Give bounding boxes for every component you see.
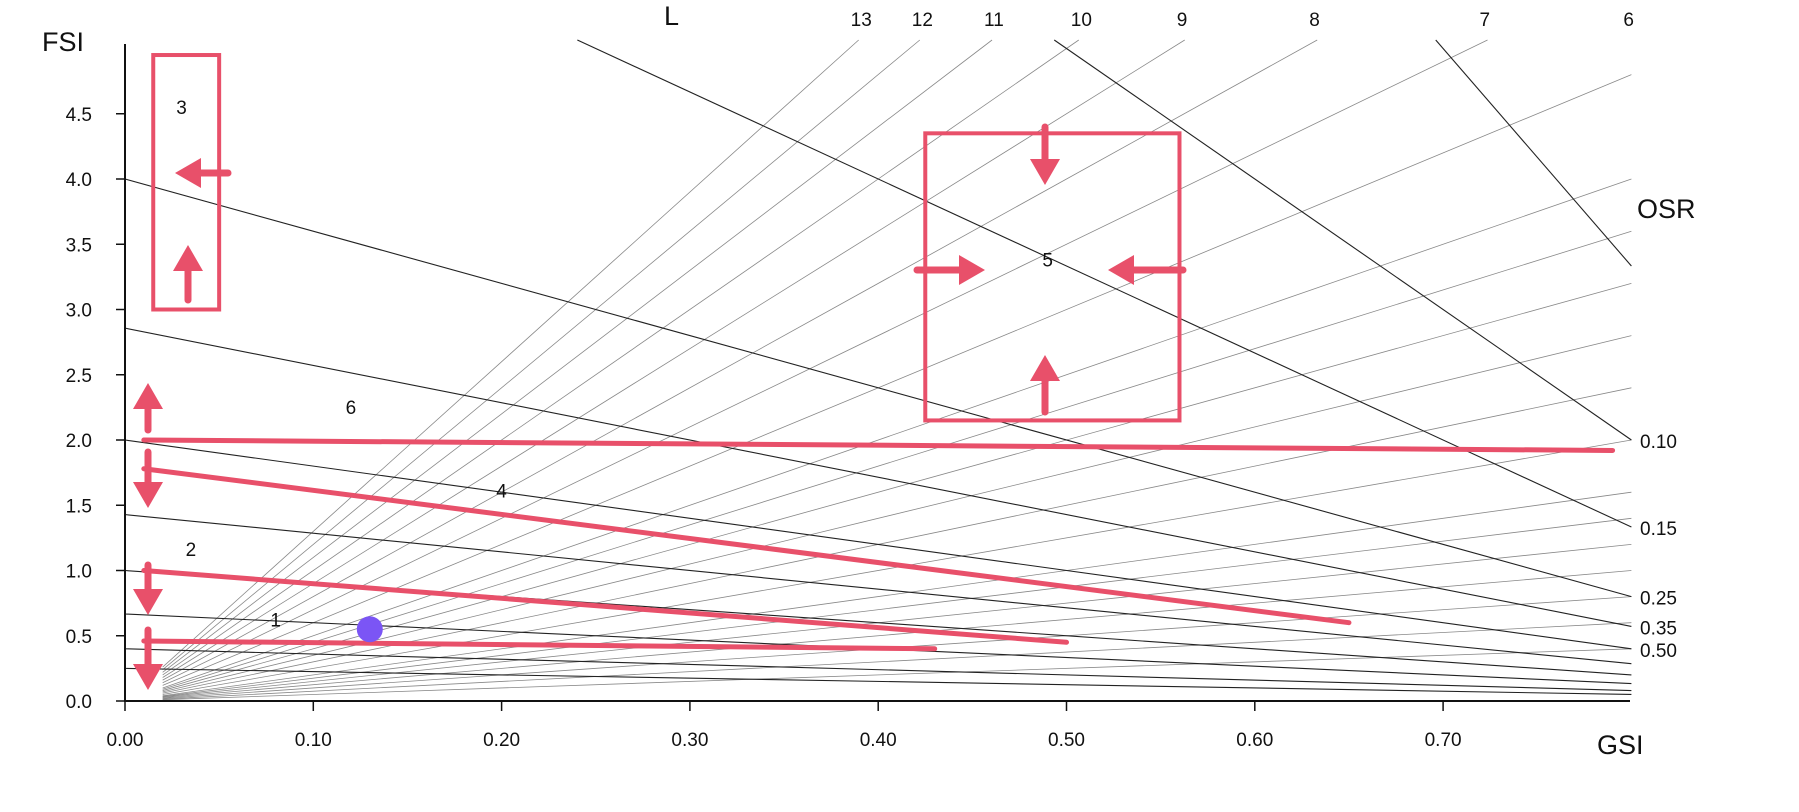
x-tick-label: 0.60 — [1236, 730, 1273, 751]
l-line-1-25 — [162, 570, 1632, 699]
x-tick-label: 0.40 — [860, 730, 897, 751]
osr-line-4 — [124, 667, 1632, 696]
x-tick-label: 0.50 — [1048, 730, 1085, 751]
l-line-6 — [162, 74, 1632, 686]
red-annotation-line — [141, 568, 1069, 645]
data-point-marker — [356, 616, 383, 643]
osr-line-0-1 — [1053, 39, 1632, 441]
l-line-4 — [162, 283, 1632, 691]
annotations-group: 1 2 3 4 5 6 — [133, 53, 1616, 690]
y-ticks-group: 0.0 0.5 1.0 1.5 2.0 2.5 3.0 3.5 4.0 4.5 — [66, 105, 125, 713]
l-line-label: 10 — [1071, 10, 1092, 31]
region-label: 5 — [1042, 250, 1053, 271]
l-line-3-5 — [162, 335, 1632, 693]
l-line-13 — [162, 39, 859, 668]
l-line-1-75 — [162, 517, 1632, 697]
arrow-icon — [133, 383, 163, 409]
arrow-icon — [175, 158, 201, 188]
arrow-icon — [1030, 355, 1060, 381]
arrow-icon — [133, 664, 163, 690]
l-line-5 — [162, 178, 1632, 689]
l-line-label: 6 — [1623, 10, 1634, 31]
x-tick-label: 0.70 — [1425, 730, 1462, 751]
arrow-icon — [133, 589, 163, 615]
l-line-label: 12 — [912, 10, 933, 31]
l-line-0-75 — [162, 622, 1632, 700]
osr-line-label: 0.10 — [1640, 432, 1677, 453]
l-line-8 — [162, 39, 1318, 681]
osr-line-label: 0.50 — [1640, 641, 1677, 662]
y-axis-title: FSI — [42, 27, 84, 57]
y-tick-label: 1.0 — [66, 562, 92, 583]
l-line-1-5 — [162, 544, 1632, 698]
l-line-label: 11 — [984, 10, 1004, 31]
l-line-label: 13 — [851, 10, 872, 31]
l-line-0-5 — [162, 648, 1632, 701]
red-annotation-line — [141, 466, 1352, 626]
red-annotation-line — [141, 638, 938, 652]
y-tick-label: 4.0 — [66, 170, 92, 191]
arrow-icon — [133, 482, 163, 508]
l-line-label: 7 — [1480, 10, 1491, 31]
arrow-icon — [959, 255, 985, 285]
osr-line-0-7 — [124, 514, 1632, 665]
y-tick-label: 4.5 — [66, 105, 92, 126]
osr-family-title: OSR — [1637, 194, 1696, 224]
l-line-4-5 — [162, 230, 1632, 690]
red-annotation-box — [151, 53, 222, 312]
x-tick-label: 0.30 — [671, 730, 708, 751]
y-tick-label: 3.0 — [66, 301, 92, 322]
region-label: 3 — [176, 98, 187, 119]
y-tick-label: 2.5 — [66, 366, 92, 387]
osr-line-0-06 — [1435, 39, 1632, 267]
arrow-icon — [1030, 159, 1060, 185]
region-label: 1 — [270, 611, 281, 632]
l-line-9 — [162, 39, 1185, 678]
osr-line-0-25 — [124, 178, 1632, 598]
osr-line-0-35 — [124, 327, 1632, 627]
y-tick-label: 0.0 — [66, 692, 92, 713]
osr-line-label: 0.35 — [1640, 618, 1677, 639]
l-lines-group: 13 12 11 10 9 8 7 6 — [162, 10, 1634, 701]
l-line-7 — [162, 39, 1488, 684]
osr-line-label: 0.15 — [1640, 519, 1677, 540]
x-axis-title: GSI — [1597, 730, 1644, 760]
l-family-title: L — [664, 1, 679, 31]
red-annotation-box — [923, 131, 1182, 423]
l-line-label: 9 — [1177, 10, 1188, 31]
region-label: 2 — [186, 540, 197, 561]
arrow-icon — [173, 245, 203, 271]
arrow-icon — [1108, 255, 1134, 285]
l-line-2 — [162, 491, 1632, 697]
l-line-12 — [162, 39, 921, 670]
osr-line-label: 0.25 — [1640, 589, 1677, 610]
l-line-11 — [162, 39, 993, 673]
red-annotation-line — [141, 437, 1616, 453]
region-label: 4 — [496, 481, 507, 502]
x-tick-label: 0.00 — [107, 730, 144, 751]
x-tick-label: 0.10 — [295, 730, 332, 751]
osr-line-2-5 — [124, 648, 1632, 692]
y-tick-label: 2.0 — [66, 431, 92, 452]
l-line-label: 8 — [1309, 10, 1320, 31]
x-ticks-group: 0.00 0.10 0.20 0.30 0.40 0.50 0.60 0.70 — [107, 701, 1462, 751]
y-tick-label: 3.5 — [66, 235, 92, 256]
region-label: 6 — [346, 398, 357, 419]
x-tick-label: 0.20 — [483, 730, 520, 751]
osr-line-0-5 — [124, 439, 1632, 650]
osr-line-0-15 — [577, 39, 1632, 528]
y-tick-label: 0.5 — [66, 627, 92, 648]
osr-lines-group: 0.10 0.15 0.25 0.350.50 — [124, 39, 1677, 696]
y-tick-label: 1.5 — [66, 496, 92, 517]
